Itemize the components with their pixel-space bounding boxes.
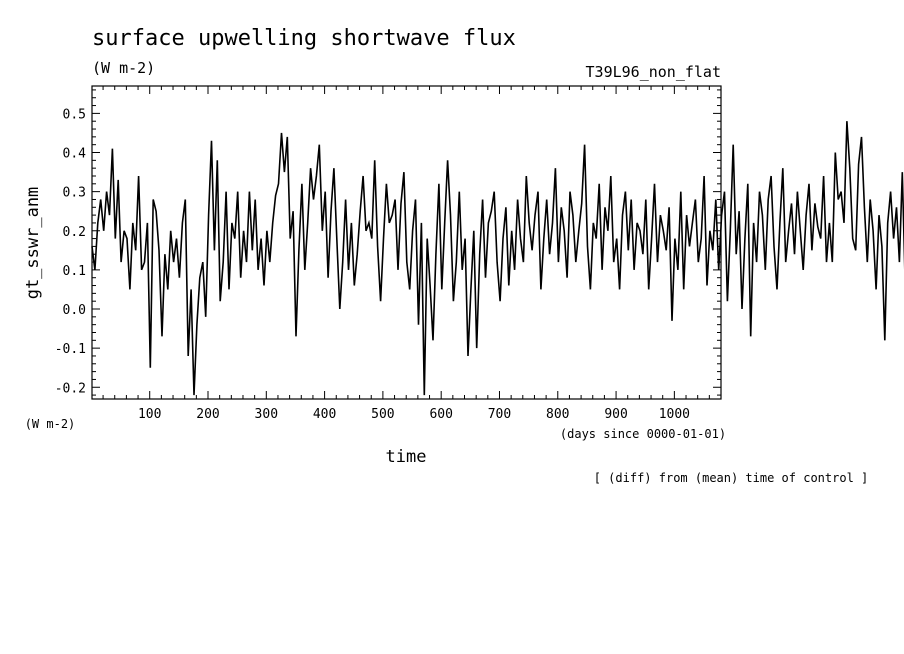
y-tick-label: 0.3 [63, 186, 86, 201]
y-tick-label: 0.2 [63, 225, 86, 240]
y-tick-label: 0.4 [63, 147, 87, 162]
x-tick-label: 700 [488, 407, 511, 422]
series-line-group [91, 121, 904, 396]
x-units-label: (days since 0000-01-01) [560, 427, 726, 441]
x-tick-label: 1000 [659, 407, 690, 422]
chart-units: (W m-2) [92, 59, 155, 77]
chart-title: surface upwelling shortwave flux [92, 26, 516, 51]
y-tick-label: 0.5 [63, 107, 86, 122]
x-tick-label: 900 [604, 407, 627, 422]
plot-frame [91, 85, 722, 400]
y-units-label: (W m-2) [25, 417, 76, 431]
x-axis-label: time [386, 447, 427, 467]
note-label: [ (diff) from (mean) time of control ] [594, 471, 869, 485]
x-tick-label: 500 [371, 407, 394, 422]
x-tick-label: 200 [196, 407, 219, 422]
x-tick-label: 600 [429, 407, 452, 422]
y-axis-label: gt_sswr_anm [23, 187, 43, 300]
experiment-label: T39L96_non_flat [586, 63, 721, 81]
x-tick-label: 300 [255, 407, 278, 422]
series-line-0 [91, 121, 904, 396]
y-tick-label: 0.0 [63, 303, 86, 318]
axis-ticks: 100 200 300 400 500 600 700 800 900 1000 -0.2 -0.1 0… [55, 86, 721, 422]
x-tick-label: 800 [546, 407, 569, 422]
y-tick-label: -0.2 [55, 381, 86, 396]
y-tick-label: -0.1 [55, 342, 86, 357]
x-tick-label: 100 [138, 407, 161, 422]
x-tick-label: 400 [313, 407, 336, 422]
y-tick-label: 0.1 [63, 264, 86, 279]
